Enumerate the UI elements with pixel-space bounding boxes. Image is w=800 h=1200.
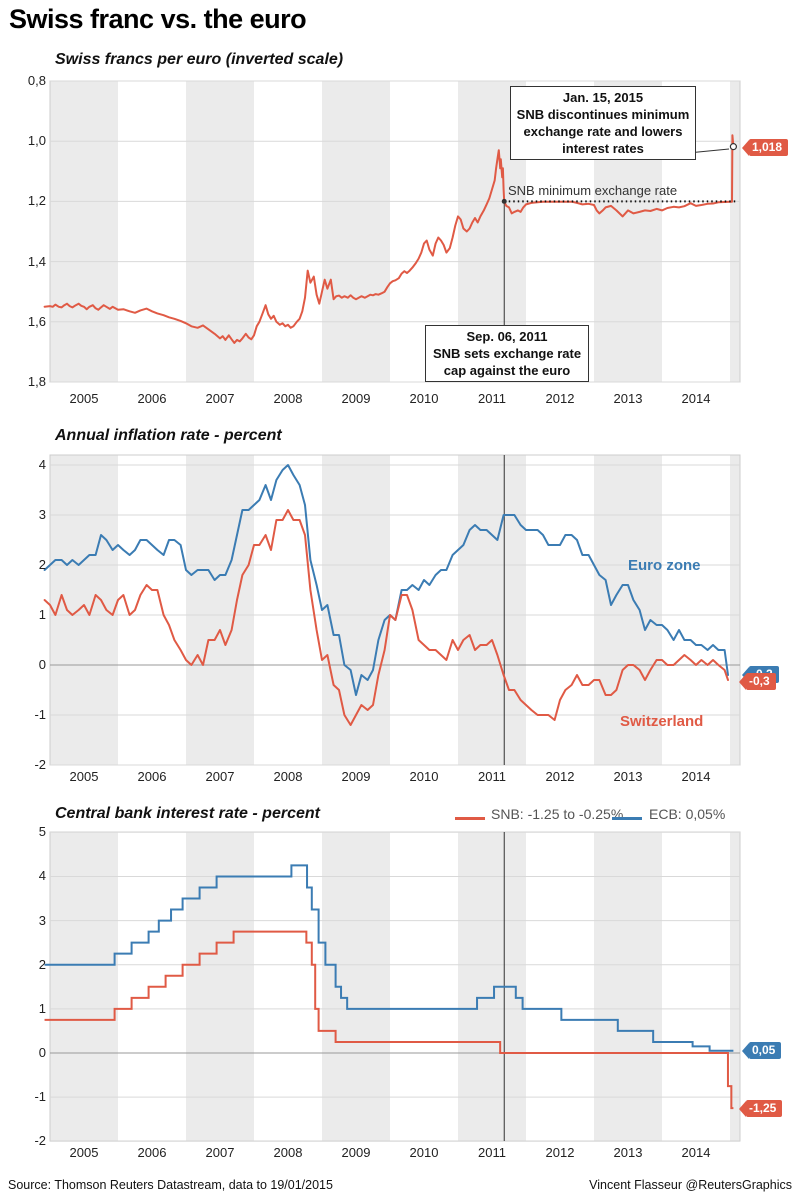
annotation-jan15-box: Jan. 15, 2015 SNB discontinues minimum e… bbox=[510, 86, 696, 160]
y-axis-label: 3 bbox=[38, 912, 46, 928]
x-axis-label: 2005 bbox=[69, 769, 99, 784]
x-axis-label: 2013 bbox=[613, 391, 643, 406]
y-axis-label: -1 bbox=[34, 707, 46, 722]
legend-ecb-label: ECB: 0,05% bbox=[649, 806, 726, 822]
x-axis-label: 2010 bbox=[409, 769, 439, 784]
x-axis-label: 2014 bbox=[681, 769, 711, 784]
tag-arrow-icon bbox=[742, 139, 749, 156]
switzerland-series-label: Switzerland bbox=[620, 713, 704, 730]
y-axis-label: 1 bbox=[38, 1000, 46, 1016]
chart-title-exchange-rate: Swiss francs per euro (inverted scale) bbox=[55, 51, 344, 68]
y-axis-label: 2 bbox=[38, 956, 46, 972]
x-axis-label: 2014 bbox=[681, 391, 711, 406]
y-axis-label: 0 bbox=[38, 657, 46, 672]
y-axis-label: -2 bbox=[34, 1133, 46, 1149]
chart-title-interest-rate: Central bank interest rate - percent bbox=[55, 805, 320, 822]
x-axis-label: 2006 bbox=[137, 1145, 167, 1160]
x-axis-label: 2007 bbox=[205, 769, 235, 784]
x-axis-label: 2012 bbox=[545, 769, 575, 784]
y-axis-label: 5 bbox=[38, 824, 46, 840]
annotation-line: cap against the euro bbox=[443, 363, 571, 378]
legend-snb-line-icon bbox=[455, 817, 485, 820]
switzerland-inflation-value-tag: -0,3 bbox=[739, 673, 776, 690]
chart-title-inflation: Annual inflation rate - percent bbox=[55, 427, 282, 444]
x-axis-label: 2007 bbox=[205, 1145, 235, 1160]
x-axis-label: 2014 bbox=[681, 1145, 711, 1160]
y-axis-label: 1 bbox=[38, 607, 46, 622]
y-axis-label: 1,0 bbox=[27, 133, 46, 149]
x-axis-label: 2008 bbox=[273, 769, 303, 784]
y-axis-label: 2 bbox=[38, 557, 46, 572]
tag-arrow-icon bbox=[739, 673, 746, 690]
x-axis-label: 2013 bbox=[613, 1145, 643, 1160]
tag-value: -0,3 bbox=[746, 673, 776, 690]
x-axis-label: 2011 bbox=[478, 769, 506, 784]
y-axis-label: -2 bbox=[34, 757, 46, 772]
x-axis-label: 2013 bbox=[613, 769, 643, 784]
x-axis-label: 2006 bbox=[137, 391, 167, 406]
x-axis-label: 2010 bbox=[409, 391, 439, 406]
exchange-rate-value-tag: 1,018 bbox=[742, 139, 789, 156]
x-axis-label: 2007 bbox=[205, 391, 235, 406]
tag-value: 0,05 bbox=[749, 1042, 782, 1059]
snb-minimum-rate-label: SNB minimum exchange rate bbox=[508, 183, 678, 198]
x-axis-label: 2009 bbox=[341, 391, 371, 406]
x-axis-label: 2008 bbox=[273, 1145, 303, 1160]
x-axis-label: 2009 bbox=[341, 1145, 371, 1160]
annotation-line: SNB sets exchange rate bbox=[432, 346, 582, 361]
y-axis-label: 1,6 bbox=[27, 313, 46, 329]
x-axis-label: 2011 bbox=[478, 1145, 506, 1160]
y-axis-label: 4 bbox=[38, 457, 46, 472]
y-axis-label: 1,2 bbox=[27, 193, 46, 209]
y-axis-label: 3 bbox=[38, 507, 46, 522]
y-axis-label: 0,8 bbox=[27, 73, 46, 88]
source-note: Source: Thomson Reuters Datastream, data… bbox=[8, 1178, 333, 1192]
tag-arrow-icon bbox=[739, 1100, 746, 1117]
ecb-rate-value-tag: 0,05 bbox=[742, 1042, 782, 1059]
y-axis-label: 4 bbox=[38, 868, 46, 884]
y-axis-label: 1,8 bbox=[27, 374, 46, 389]
y-axis-label: 0 bbox=[38, 1045, 46, 1060]
tag-value: -1,25 bbox=[746, 1100, 783, 1117]
annotation-line: Jan. 15, 2015 bbox=[562, 90, 644, 105]
x-axis-label: 2012 bbox=[545, 391, 575, 406]
annotation-line: interest rates bbox=[562, 141, 644, 156]
x-axis-label: 2012 bbox=[545, 1145, 575, 1160]
annotation-sep06-box: Sep. 06, 2011 SNB sets exchange rate cap… bbox=[425, 325, 589, 382]
x-axis-label: 2009 bbox=[341, 769, 371, 784]
eurozone-series-label: Euro zone bbox=[628, 557, 701, 574]
annotation-line: exchange rate and lowers bbox=[523, 124, 683, 139]
y-axis-label: 1,4 bbox=[27, 253, 46, 269]
annotation-line: Sep. 06, 2011 bbox=[466, 329, 548, 344]
page-title: Swiss franc vs. the euro bbox=[9, 4, 307, 34]
tag-arrow-icon bbox=[742, 1042, 749, 1059]
x-axis-label: 2005 bbox=[69, 391, 99, 406]
annotation-line: SNB discontinues minimum bbox=[516, 107, 690, 122]
legend-snb-label: SNB: -1.25 to -0.25% bbox=[491, 806, 624, 822]
x-axis-label: 2006 bbox=[137, 769, 167, 784]
legend-ecb-line-icon bbox=[612, 817, 642, 820]
x-axis-label: 2011 bbox=[478, 391, 506, 406]
x-axis-label: 2010 bbox=[409, 1145, 439, 1160]
tag-value: 1,018 bbox=[749, 139, 789, 156]
snb-rate-value-tag: -1,25 bbox=[739, 1100, 783, 1117]
x-axis-label: 2005 bbox=[69, 1145, 99, 1160]
credit-note: Vincent Flasseur @ReutersGraphics bbox=[589, 1178, 792, 1192]
y-axis-label: -1 bbox=[34, 1089, 46, 1105]
x-axis-label: 2008 bbox=[273, 391, 303, 406]
